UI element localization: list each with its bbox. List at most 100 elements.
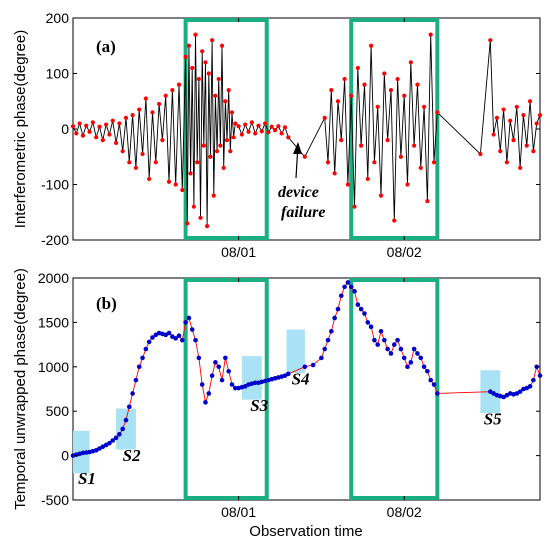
data-point: [110, 438, 116, 443]
data-point: [435, 110, 440, 115]
panel-b-x-axis-label: Observation time: [249, 523, 362, 540]
data-point: [216, 76, 221, 82]
panel-b-x-ticks: 08/01 08/02: [221, 278, 422, 520]
data-point: [349, 93, 354, 98]
panel-b-segment-labels: S1 S2 S3 S4 S5: [78, 370, 502, 488]
data-point: [310, 362, 316, 368]
y-tick-label: 200: [46, 10, 70, 26]
data-point: [196, 355, 202, 361]
data-point: [428, 32, 433, 37]
data-point: [198, 215, 203, 220]
data-point: [514, 104, 519, 109]
data-point: [517, 389, 523, 394]
data-point: [418, 165, 423, 170]
data-point: [329, 328, 334, 334]
y-tick-label: 2000: [38, 270, 69, 286]
data-point: [97, 124, 102, 129]
data-point: [219, 377, 225, 383]
data-point: [183, 54, 188, 59]
data-point: [378, 328, 384, 334]
data-point: [358, 306, 364, 312]
data-point: [355, 65, 360, 71]
panel-a-y-ticks: 200 100 0 -100 -200: [41, 10, 540, 248]
data-point: [348, 284, 354, 290]
data-point: [253, 131, 258, 136]
data-point: [211, 193, 216, 198]
data-point: [391, 342, 397, 347]
data-point: [412, 143, 417, 148]
data-point: [411, 346, 417, 352]
data-point: [329, 88, 334, 93]
data-point: [395, 337, 400, 343]
segment-box-2: [116, 408, 136, 450]
data-point: [110, 118, 115, 123]
device-failure-arrow-head: [293, 142, 302, 154]
data-point: [345, 280, 351, 285]
data-point: [150, 110, 155, 115]
data-point: [302, 154, 307, 159]
data-point: [231, 135, 236, 140]
y-tick-label: 100: [46, 66, 70, 82]
data-point: [143, 346, 149, 352]
data-point: [282, 125, 288, 130]
data-point: [87, 129, 92, 134]
data-point: [325, 160, 331, 165]
data-point: [335, 306, 341, 312]
data-point: [176, 82, 182, 87]
data-point: [205, 224, 210, 229]
device-failure-label-line2: failure: [281, 204, 325, 221]
data-point: [136, 364, 142, 370]
panel-b-label: (b): [96, 294, 117, 313]
data-point: [150, 335, 155, 340]
data-point: [325, 337, 331, 343]
data-point: [342, 284, 347, 290]
data-point: [501, 107, 506, 112]
data-point: [531, 377, 536, 383]
data-point: [322, 346, 328, 352]
data-point: [319, 355, 324, 361]
data-point: [193, 337, 198, 343]
data-point: [401, 355, 407, 361]
data-point: [511, 138, 516, 143]
y-tick-label: 0: [61, 448, 69, 464]
data-point: [359, 143, 364, 148]
data-point: [179, 337, 185, 343]
segment-label-4: S4: [292, 370, 310, 389]
data-point: [210, 38, 215, 43]
data-point: [362, 82, 367, 87]
data-point: [342, 76, 347, 82]
data-point: [478, 151, 483, 157]
data-point: [521, 113, 526, 118]
data-point: [269, 124, 274, 129]
data-point: [137, 107, 142, 112]
data-point: [226, 88, 231, 93]
data-point: [113, 435, 119, 441]
data-point: [362, 311, 367, 316]
data-point: [345, 182, 351, 187]
data-point: [229, 110, 235, 115]
data-point: [352, 289, 357, 294]
data-point: [415, 82, 420, 87]
data-point: [421, 364, 427, 370]
data-point: [213, 360, 218, 365]
data-point: [375, 104, 380, 109]
data-point: [405, 182, 410, 187]
data-point: [196, 76, 201, 82]
data-point: [252, 380, 258, 386]
data-point: [133, 377, 139, 383]
data-point: [170, 88, 175, 93]
x-tick-label: 08/02: [387, 244, 422, 260]
panel-a-series: [70, 32, 543, 229]
data-point: [249, 120, 254, 125]
data-point: [147, 176, 152, 182]
data-point: [266, 130, 271, 135]
data-point: [157, 101, 162, 107]
data-point: [143, 96, 148, 101]
data-point: [408, 360, 414, 365]
panel-b-highlight-boxes: [183, 278, 440, 500]
data-point: [219, 43, 225, 48]
data-point: [127, 404, 132, 410]
data-point: [166, 330, 172, 336]
data-point: [193, 32, 198, 37]
